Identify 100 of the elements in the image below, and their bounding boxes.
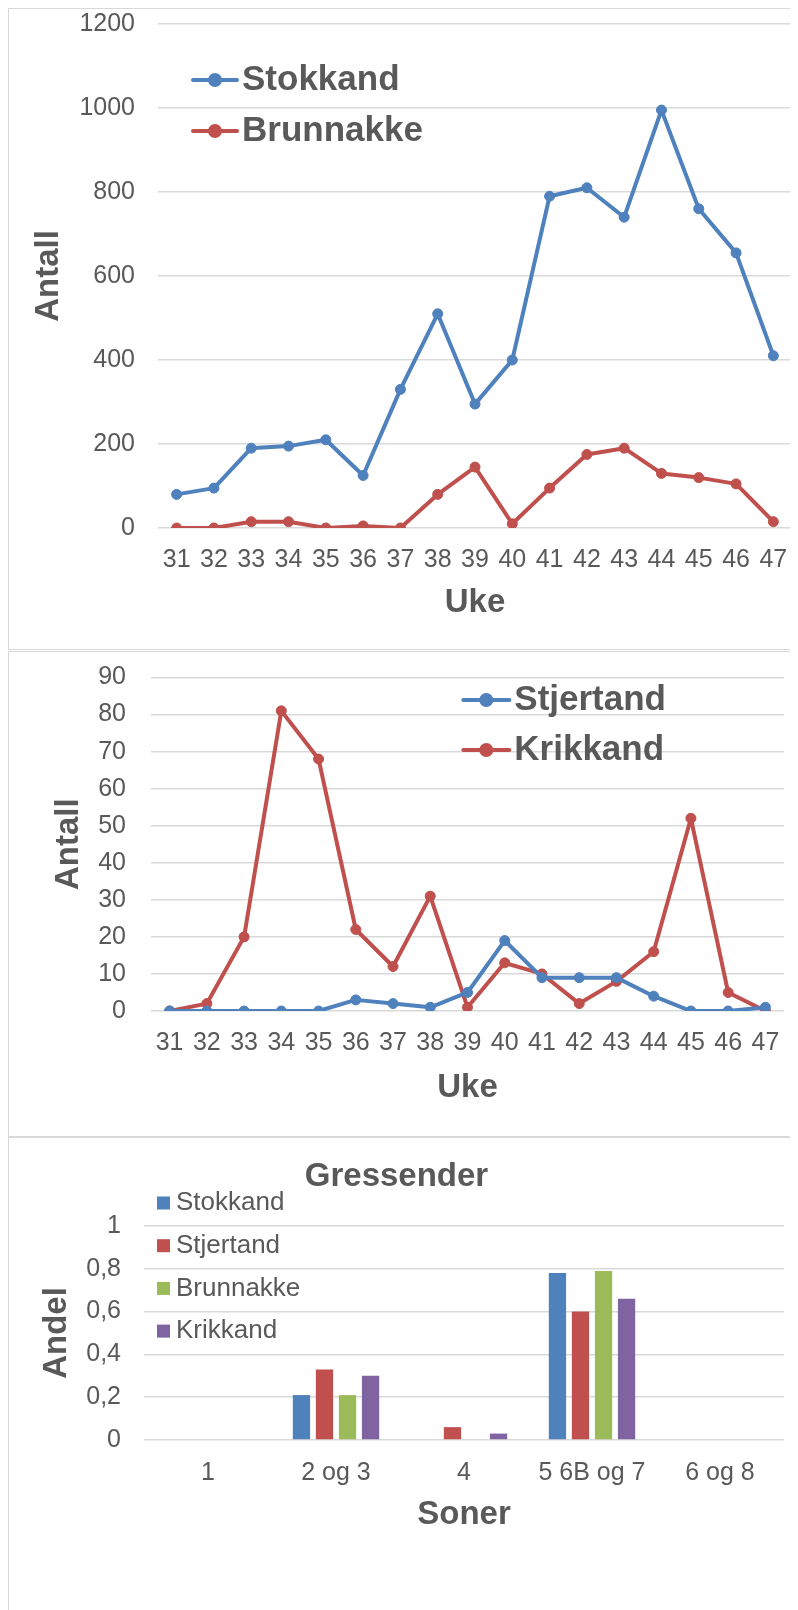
y-axis-title: Andel [36,1287,74,1379]
bar [594,1270,613,1440]
y-tick-label: 60 [98,772,126,801]
point [208,482,220,494]
legend-label: Brunnakke [242,108,423,148]
chart-title: Gressender [304,1156,489,1194]
point [544,190,556,202]
legend-label: Krikkand [176,1314,278,1345]
x-tick-label: 35 [311,543,340,572]
y-tick-label: 0,2 [86,1381,121,1410]
point [350,994,362,1006]
x-axis-title: Uke [437,1067,498,1105]
y-tick-label: 600 [93,259,135,288]
bar [443,1427,462,1440]
y-tick-label: 1200 [79,7,135,36]
point [618,211,630,223]
point [171,488,183,500]
x-tick-label: 31 [155,1026,184,1055]
x-tick-label: 31 [162,543,191,572]
legend-label: Krikkand [514,727,665,767]
x-tick-label: 37 [379,1026,407,1055]
x-tick-label: 44 [639,1026,668,1055]
point [424,1001,436,1011]
point [573,972,585,984]
legend-label: Stjertand [514,677,667,717]
y-tick-label: 400 [93,343,135,372]
point [462,1001,473,1011]
point [469,398,481,410]
x-tick-label: 43 [602,1026,631,1055]
x-tick-label: 36 [341,1026,370,1055]
x-tick-label: 41 [535,543,564,572]
y-tick-label: 10 [98,957,126,986]
x-tick-label: 5 6B og 7 [538,1456,646,1485]
point [245,442,257,454]
x-tick-label: 37 [386,543,415,572]
point [759,1001,771,1011]
point [685,812,697,824]
x-tick-label: 47 [759,543,788,572]
x-tick-label: 41 [528,1026,556,1055]
x-tick-label: 33 [230,1026,258,1055]
y-tick-label: 0 [107,1423,121,1452]
point [544,482,556,494]
y-tick-label: 0 [112,994,126,1023]
point [283,440,295,452]
x-tick-label: 32 [200,543,228,572]
x-tick-label: 2 og 3 [301,1456,371,1485]
point [238,931,250,943]
y-tick-label: 0,8 [86,1252,121,1281]
point [648,990,660,1002]
y-tick-label: 30 [98,883,126,912]
x-tick-label: 42 [572,543,601,572]
point [722,986,734,998]
point [618,442,630,454]
y-tick-label: 1000 [79,91,135,120]
bar [361,1375,380,1440]
y-tick-label: 800 [93,175,135,204]
point [693,203,705,215]
y-tick-label: 40 [98,846,126,875]
x-tick-label: 38 [423,543,452,572]
point [275,705,287,717]
y-tick-label: 70 [98,735,126,764]
point [313,753,325,765]
x-tick-label: 35 [304,1026,333,1055]
x-tick-label: 1 [201,1456,215,1485]
x-axis-title: Soner [417,1494,511,1532]
y-tick-label: 200 [93,427,135,456]
bar [617,1298,636,1440]
point [432,488,444,500]
x-tick-label: 39 [453,1026,482,1055]
point [648,946,660,958]
x-tick-label: 32 [192,1026,221,1055]
point [387,961,399,973]
x-axis-title: Uke [444,582,506,620]
y-tick-label: 50 [98,809,126,838]
y-axis-title: Antall [28,230,66,322]
x-tick-label: 40 [498,543,527,572]
x-tick-label: 39 [461,543,489,572]
point [394,383,406,395]
point [767,350,779,362]
x-tick-label: 45 [684,543,713,572]
point [387,998,399,1010]
y-axis-title: Antall [48,798,86,891]
point [499,935,511,947]
point [730,478,742,490]
x-tick-label: 36 [349,543,378,572]
point [357,470,369,481]
legend-label: Stokkand [242,57,400,97]
y-tick-label: 80 [98,698,126,727]
x-tick-label: 42 [565,1026,594,1055]
x-tick-label: 46 [722,543,750,572]
legend-label: Stokkand [176,1186,285,1217]
point [536,972,548,984]
legend-label: Stjertand [176,1228,281,1259]
x-tick-label: 6 og 8 [685,1456,755,1485]
x-tick-label: 47 [751,1026,780,1055]
bar [292,1395,311,1440]
point [581,449,593,460]
point [506,518,518,528]
bar [548,1273,567,1440]
point [424,890,436,902]
